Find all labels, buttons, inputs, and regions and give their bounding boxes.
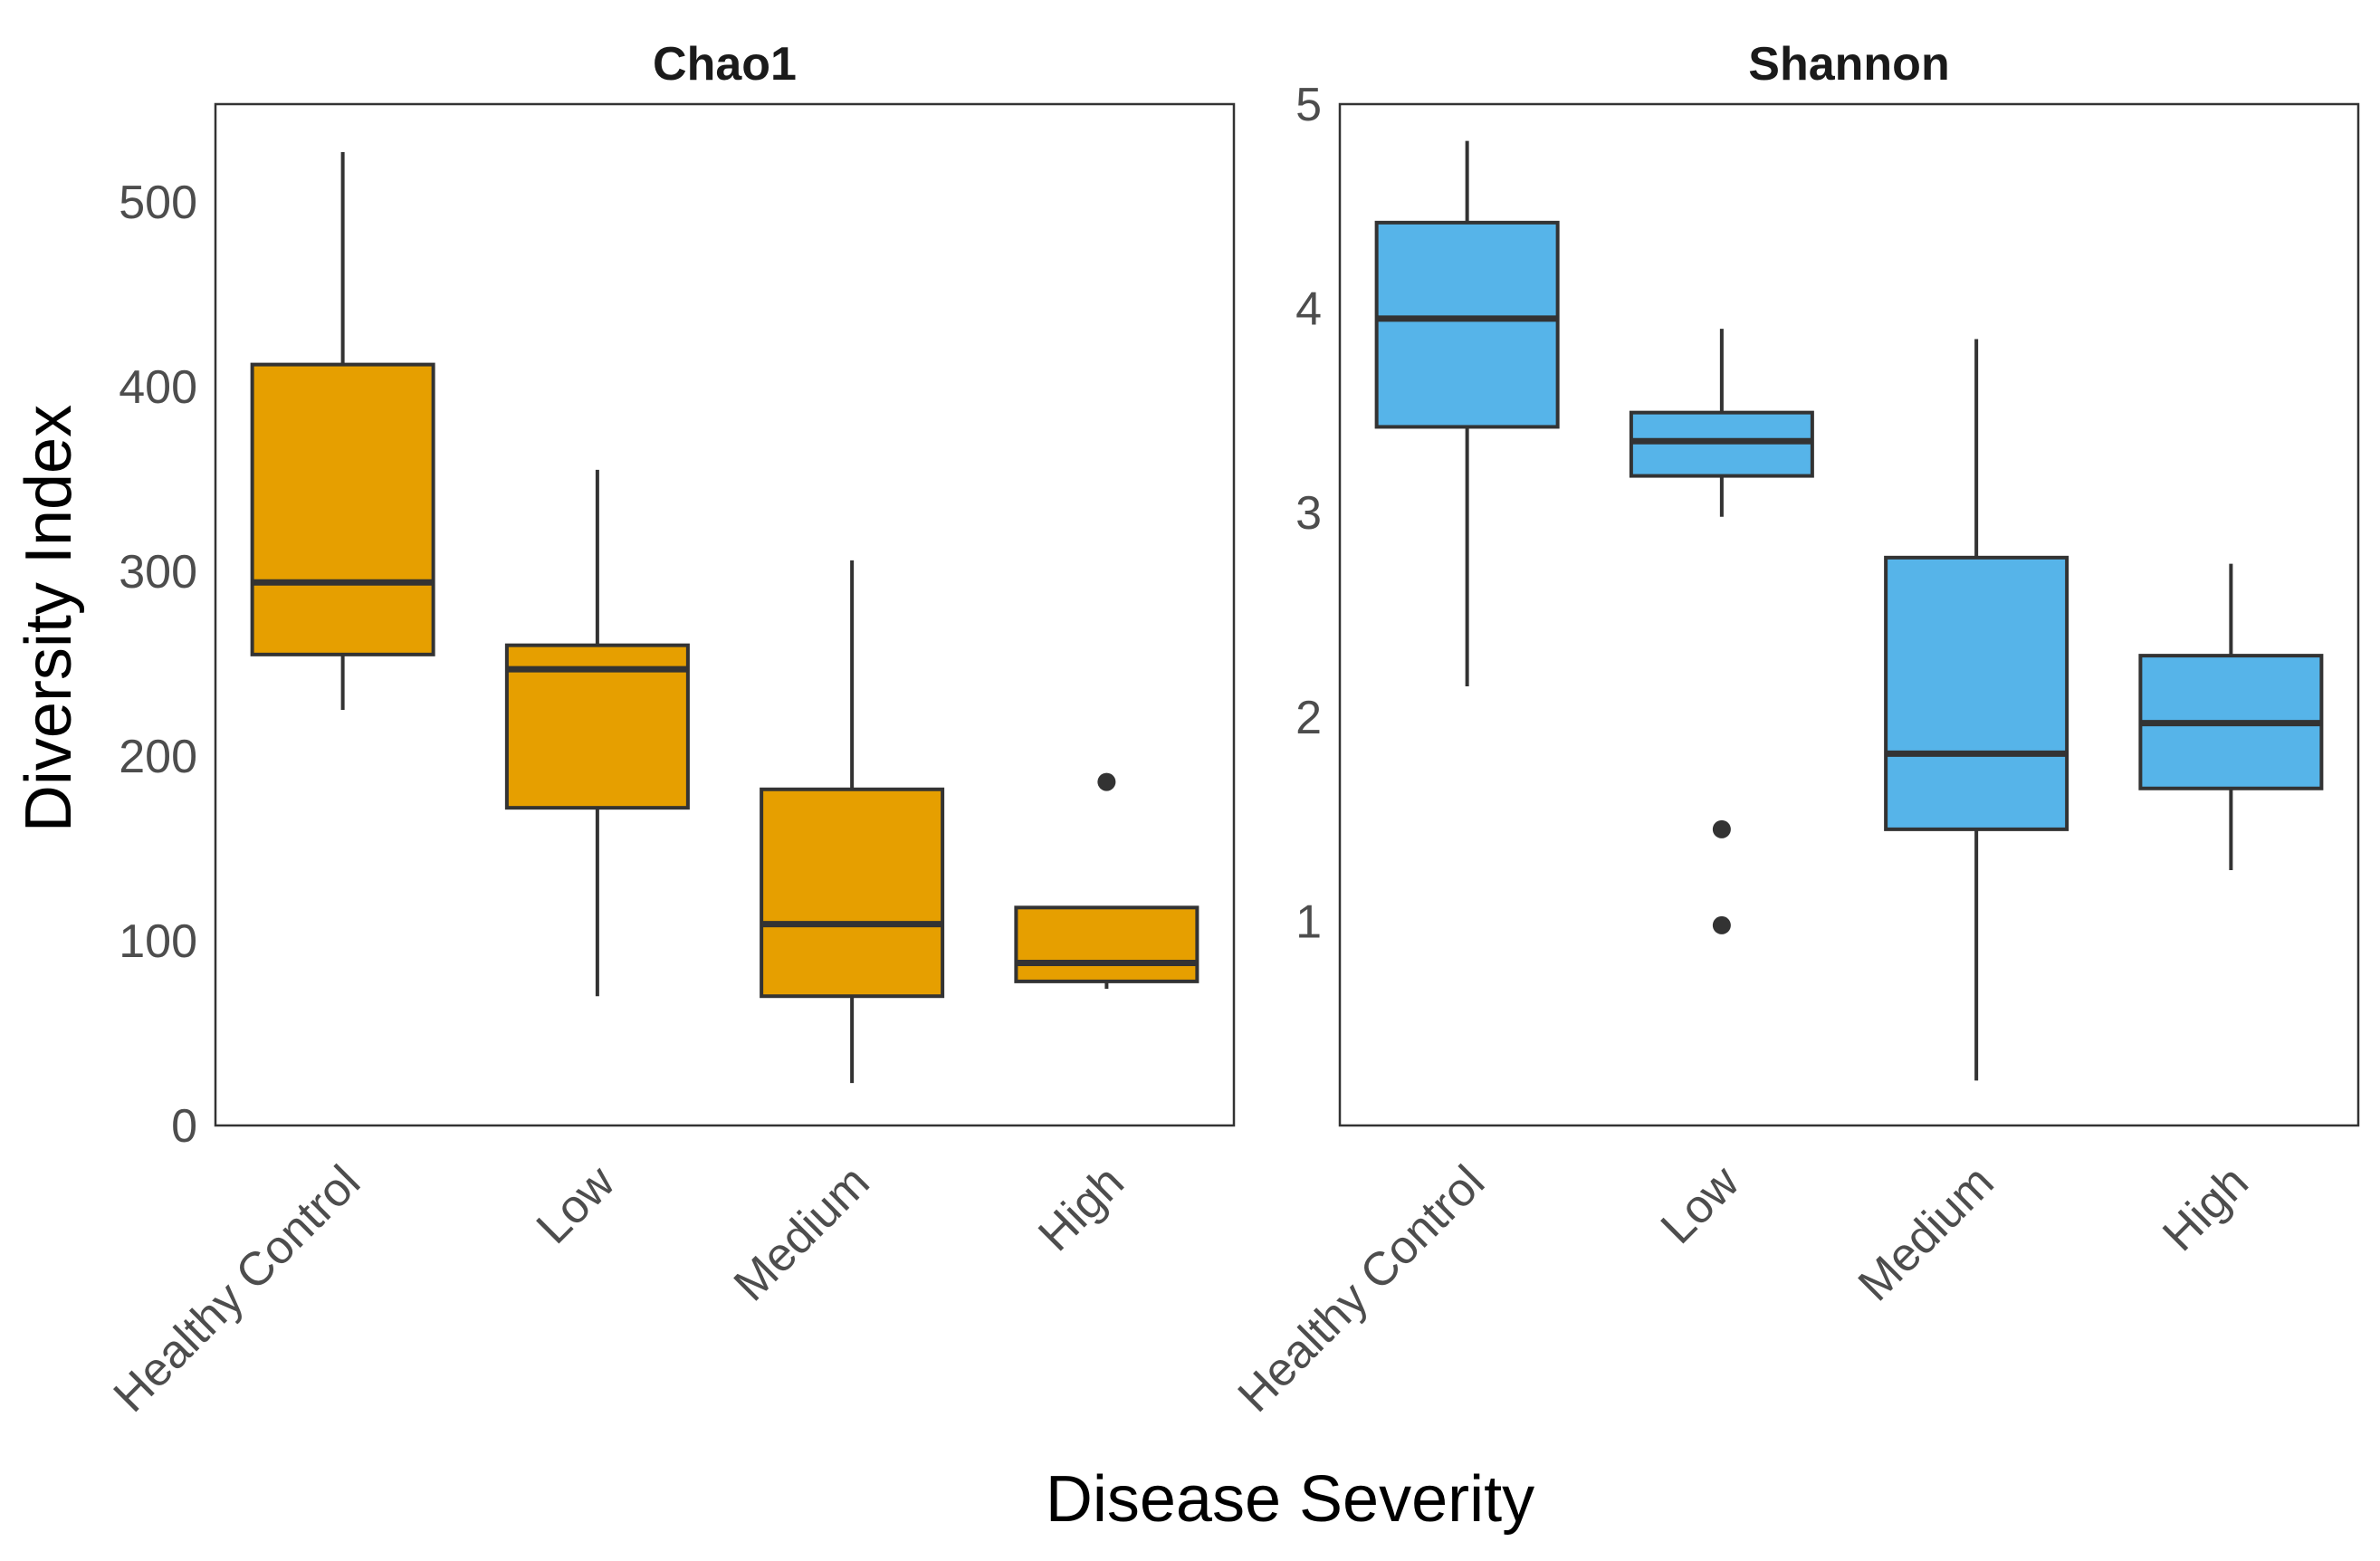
x-tick-label: Low <box>527 1155 626 1254</box>
panel-border <box>214 102 1236 1127</box>
facet-title: Chao1 <box>653 38 797 91</box>
iqr-box <box>760 787 945 999</box>
y-tick-label: 4 <box>1295 283 1322 336</box>
x-axis-title: Disease Severity <box>1046 1463 1534 1536</box>
y-tick-label: 2 <box>1295 692 1322 744</box>
x-tick-label: Medium <box>1849 1155 2004 1311</box>
panel-border <box>1338 102 2360 1127</box>
x-tick-label: Healthy Control <box>1228 1155 1495 1422</box>
x-tick-label: High <box>1028 1155 1134 1261</box>
box-low <box>1629 329 1814 934</box>
y-tick-label: 0 <box>171 1100 197 1153</box>
x-tick-label: Healthy Control <box>104 1155 370 1422</box>
facet-shannon: Shannon 1 2 3 4 5 Healthy Control Low Medium High <box>1228 38 2360 1422</box>
iqr-box <box>1014 905 1200 983</box>
x-tick-label: Medium <box>724 1155 880 1311</box>
iqr-box <box>1374 220 1560 429</box>
y-axis-title: Diversity Index <box>13 405 85 832</box>
box-healthy-control <box>250 152 435 711</box>
y-tick-label: 200 <box>119 731 197 783</box>
box-medium <box>760 560 945 1084</box>
x-tick-label: Low <box>1651 1155 1750 1254</box>
y-tick-label: 1 <box>1295 895 1322 948</box>
outlier-point <box>1712 915 1731 934</box>
box-healthy-control <box>1374 140 1560 686</box>
y-tick-label: 5 <box>1295 79 1322 131</box>
facet-chao1: Chao1 0 100 200 300 400 500 Healthy Control Low M… <box>104 38 1236 1422</box>
box-medium <box>1884 339 2069 1081</box>
iqr-box <box>250 362 435 656</box>
box-high <box>1014 772 1200 990</box>
x-tick-label: High <box>2153 1155 2259 1261</box>
facet-title: Shannon <box>1748 38 1949 91</box>
y-tick-label: 300 <box>119 546 197 599</box>
box-high <box>2138 563 2324 870</box>
iqr-box <box>1884 555 2069 831</box>
y-tick-label: 400 <box>119 361 197 414</box>
outlier-point <box>1712 819 1731 838</box>
y-tick-label: 3 <box>1295 487 1322 540</box>
facet-panels: Chao1 0 100 200 300 400 500 Healthy Control Low M… <box>104 38 2360 1422</box>
outlier-point <box>1097 772 1116 791</box>
y-tick-label: 500 <box>119 177 197 229</box>
y-tick-label: 100 <box>119 915 197 968</box>
box-low <box>504 469 690 997</box>
